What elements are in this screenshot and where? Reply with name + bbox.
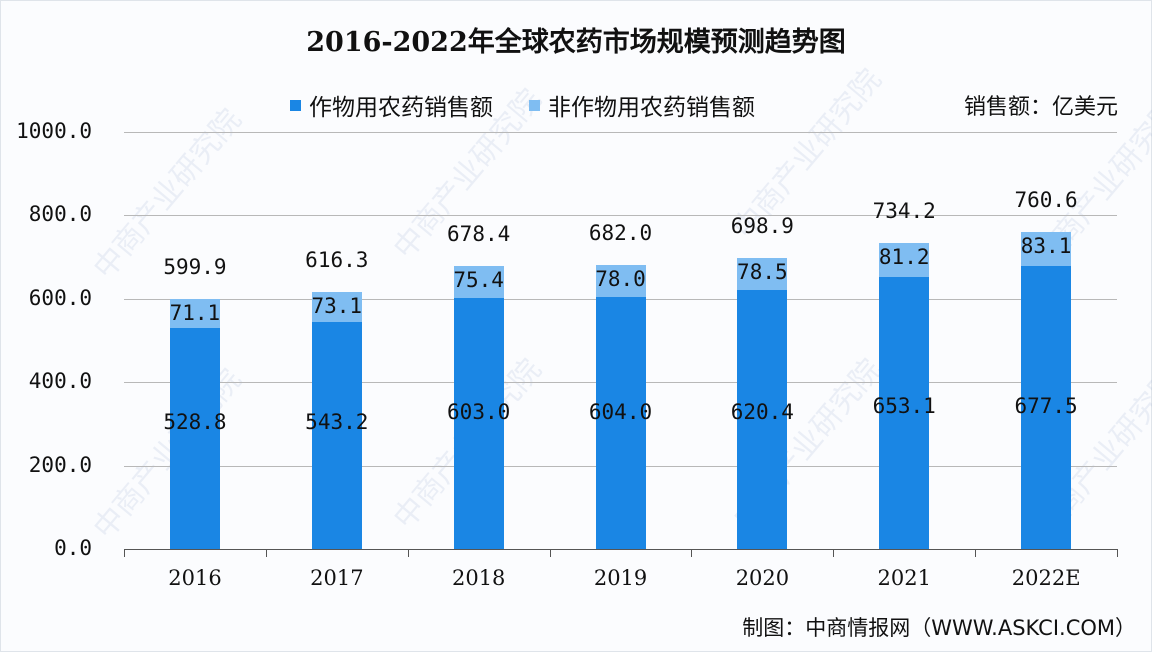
x-tick-mark: [691, 549, 693, 557]
legend-label-noncrop: 非作物用农药销售额: [548, 95, 755, 121]
crop-value-label: 620.4: [730, 400, 794, 424]
gridline: [124, 132, 1117, 133]
y-tick-label: 1000.0: [16, 119, 92, 143]
bar-noncrop: [453, 266, 504, 298]
legend-swatch-crop: [290, 99, 301, 111]
chart-title: 2016-2022年全球农药市场规模预测趋势图: [306, 27, 846, 58]
legend-item-crop: 作物用农药销售额: [290, 88, 493, 122]
x-tick-mark: [549, 549, 551, 557]
legend-swatch-noncrop: [529, 99, 540, 111]
bar-noncrop: [737, 257, 788, 291]
total-value-label: 698.9: [730, 213, 794, 238]
noncrop-value-label: 71.1: [169, 300, 221, 325]
y-tick-label: 200.0: [28, 452, 92, 477]
noncrop-value-label: 78.5: [737, 259, 788, 284]
legend-item-noncrop: 非作物用农药销售额: [529, 88, 755, 122]
crop-value-label: 543.2: [305, 410, 369, 434]
x-tick-label: 2018: [451, 566, 506, 590]
x-tick-label: 2019: [593, 566, 648, 590]
x-tick-label: 2016: [168, 566, 222, 590]
noncrop-value-label: 81.2: [878, 244, 930, 269]
bar-crop: [453, 297, 504, 549]
x-tick-mark: [124, 549, 125, 557]
y-tick-label: 0.0: [54, 536, 92, 560]
bar-noncrop: [311, 292, 362, 323]
bar-crop: [1021, 266, 1072, 549]
x-axis-line: [124, 549, 1117, 550]
noncrop-value-label: 78.0: [595, 266, 646, 291]
crop-value-label: 603.0: [447, 400, 511, 424]
unit-label: 销售额：亿美元: [963, 95, 1118, 120]
total-value-label: 734.2: [872, 198, 936, 223]
bar-crop: [595, 297, 646, 549]
bar-noncrop: [1021, 231, 1072, 267]
total-value-label: 678.4: [447, 222, 511, 247]
total-value-label: 760.6: [1014, 187, 1078, 212]
x-tick-mark: [833, 549, 835, 557]
bar-crop: [737, 290, 788, 549]
bar-noncrop: [169, 298, 220, 329]
crop-value-label: 604.0: [588, 400, 653, 424]
x-tick-label: 2020: [735, 566, 790, 590]
total-value-label: 682.0: [588, 220, 653, 245]
bar-crop: [879, 276, 930, 549]
noncrop-value-label: 83.1: [1020, 233, 1072, 258]
total-value-label: 599.9: [163, 254, 227, 279]
x-tick-label: 2022E: [1011, 566, 1081, 590]
source-label: 制图：中商情报网（WWW.ASKCI.COM）: [742, 616, 1136, 640]
y-tick-label: 600.0: [28, 285, 92, 310]
bar-noncrop: [595, 264, 646, 298]
x-tick-mark: [407, 549, 409, 557]
x-tick-mark: [975, 549, 977, 557]
legend: 作物用农药销售额 非作物用农药销售额: [290, 88, 755, 122]
y-tick-label: 400.0: [28, 369, 92, 394]
crop-value-label: 677.5: [1014, 394, 1078, 418]
gridline: [124, 215, 1117, 217]
crop-value-label: 653.1: [872, 394, 936, 418]
x-tick-label: 2017: [310, 566, 364, 590]
x-tick-label: 2021: [877, 566, 931, 590]
total-value-label: 616.3: [305, 248, 369, 272]
y-tick-label: 800.0: [28, 202, 92, 227]
crop-value-label: 528.8: [163, 410, 227, 434]
bar-crop: [169, 328, 220, 549]
x-tick-mark: [265, 549, 267, 557]
bar-crop: [311, 322, 362, 549]
bar-noncrop: [879, 242, 930, 277]
noncrop-value-label: 73.1: [311, 294, 363, 318]
legend-label-crop: 作物用农药销售额: [309, 95, 493, 121]
noncrop-value-label: 75.4: [453, 268, 504, 293]
x-tick-mark: [1117, 549, 1118, 557]
